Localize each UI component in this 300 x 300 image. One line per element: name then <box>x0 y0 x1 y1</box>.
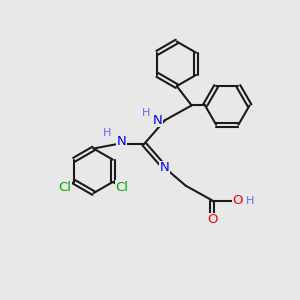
Text: H: H <box>142 108 150 118</box>
Text: O: O <box>232 194 243 207</box>
Text: N: N <box>160 161 170 174</box>
Text: N: N <box>153 114 162 127</box>
Text: Cl: Cl <box>115 181 128 194</box>
Text: H: H <box>103 128 111 138</box>
Text: Cl: Cl <box>59 181 72 194</box>
Text: N: N <box>117 135 127 148</box>
Text: H: H <box>245 196 254 206</box>
Text: O: O <box>207 213 218 226</box>
